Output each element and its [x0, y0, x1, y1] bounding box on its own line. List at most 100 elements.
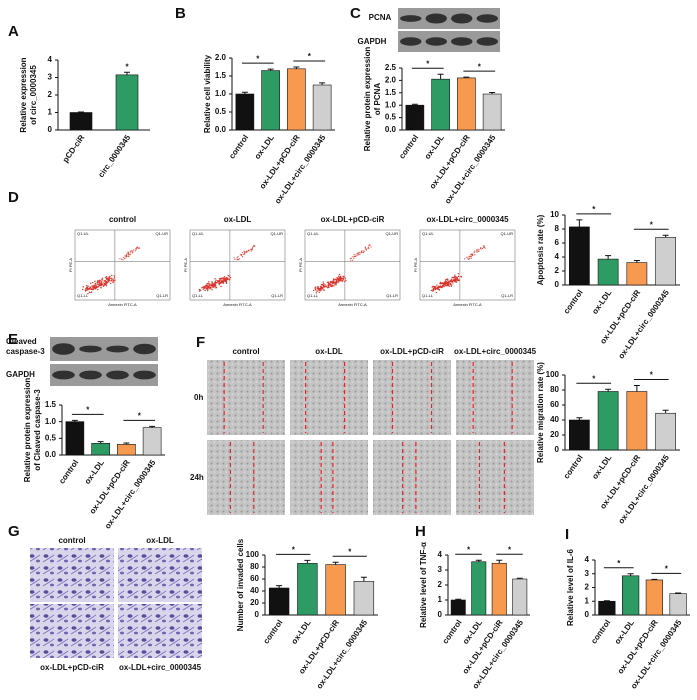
flow-dot: [228, 279, 231, 281]
transwell-label: ox-LDL+pCD-ciR: [40, 663, 104, 672]
flow-dot: [227, 275, 229, 277]
significance: *: [138, 411, 142, 420]
flow-dot: [333, 283, 335, 285]
flow-dot: [198, 290, 201, 292]
flow-dot: [131, 252, 133, 254]
blot-band: [425, 13, 447, 24]
bar: [297, 563, 318, 616]
y-tick-label: 3: [48, 73, 53, 82]
blot-band: [400, 15, 422, 22]
flow-dot: [218, 284, 220, 286]
blot-background: [398, 31, 500, 52]
flow-dot: [105, 276, 108, 278]
flow-dot: [327, 286, 330, 289]
transwell-image: [30, 548, 114, 602]
quadrant-label: Q1-UL: [192, 231, 205, 236]
y-tick-label: 6: [555, 238, 560, 247]
flow-dot: [463, 258, 466, 260]
blot-band: [451, 13, 473, 24]
y-tick-label: 0: [555, 445, 560, 454]
blot-band: [451, 37, 473, 46]
y-tick-label: 1: [585, 596, 590, 605]
x-tick-label: circ_0000345: [96, 133, 132, 179]
flow-dot: [242, 253, 244, 255]
flow-dot: [315, 292, 318, 294]
flow-dot: [445, 281, 447, 283]
flow-dot: [364, 247, 366, 249]
flow-dot: [318, 289, 320, 292]
flow-dot: [358, 251, 360, 253]
flow-dot: [338, 275, 340, 277]
y-tick-label: 20: [550, 430, 559, 439]
blot-band: [79, 345, 102, 353]
bar: [142, 427, 162, 456]
flow-dot: [357, 252, 359, 254]
blot-band: [79, 370, 102, 380]
flow-dot: [474, 254, 476, 256]
flow-dot: [326, 286, 329, 289]
flow-dot: [82, 286, 84, 288]
flow-dot: [338, 280, 341, 282]
x-tick-label: ox-LDL: [83, 458, 106, 486]
flow-dot: [432, 290, 435, 292]
flow-dot: [234, 258, 236, 260]
x-tick-label: ox-LDL+circ_0000345: [103, 458, 158, 531]
flow-dot: [327, 285, 330, 287]
flow-dot: [87, 293, 89, 295]
flow-dot: [204, 289, 206, 292]
bar: [431, 78, 450, 131]
y-tick-label: 0.0: [45, 450, 57, 459]
flow-dot: [221, 280, 224, 282]
blot-band: [476, 14, 498, 23]
flow-x-label: Annexin FITC-A: [108, 302, 137, 307]
flow-dot: [450, 285, 453, 287]
y-axis-label: of Cleaved caspase-3: [33, 389, 42, 471]
flow-dot: [91, 285, 93, 287]
flow-dot: [454, 277, 457, 280]
flow-dot: [226, 276, 228, 279]
error-bar: [627, 573, 634, 576]
flow-dot: [368, 244, 370, 247]
flow-dot: [208, 281, 210, 283]
flow-dot: [126, 253, 128, 255]
flow-dot: [229, 275, 231, 277]
flow-dot: [353, 253, 355, 256]
blot-band: [133, 343, 156, 355]
flow-dot: [90, 288, 93, 291]
significance: *: [650, 371, 654, 380]
y-tick-label: 0: [438, 610, 443, 619]
error-bar: [463, 76, 470, 78]
flow-dot: [98, 280, 100, 283]
significance: *: [665, 564, 669, 573]
flow-dot: [342, 280, 344, 282]
y-tick-label: 2: [585, 583, 590, 592]
flow-dot: [88, 291, 91, 293]
flow-dot: [432, 287, 435, 290]
flow-dot: [210, 284, 212, 286]
wound-row-label: 0h: [194, 393, 203, 402]
flow-dot: [111, 277, 113, 280]
flow-dot: [439, 282, 441, 285]
y-tick-label: 100: [246, 550, 260, 559]
flow-dot: [220, 285, 222, 288]
flow-dot: [436, 286, 439, 289]
bar: [491, 562, 507, 616]
bar: [645, 579, 663, 616]
significance: *: [650, 220, 654, 229]
y-tick-label: 0: [585, 610, 590, 619]
flow-dot: [135, 248, 137, 251]
flow-dot: [101, 281, 103, 283]
y-tick-label: 0.5: [45, 433, 57, 442]
bar: [626, 391, 648, 451]
y-tick-label: 2.5: [385, 63, 397, 72]
flow-dot: [448, 285, 450, 287]
flow-dot: [107, 279, 109, 281]
bar: [287, 68, 306, 131]
wound-column-title: control: [232, 347, 259, 356]
flow-dot: [318, 291, 320, 294]
blot-band: [425, 37, 447, 46]
error-bar: [675, 592, 682, 594]
y-tick-label: 1.0: [385, 100, 397, 109]
flow-dot: [442, 283, 445, 285]
flow-dot: [333, 281, 335, 283]
